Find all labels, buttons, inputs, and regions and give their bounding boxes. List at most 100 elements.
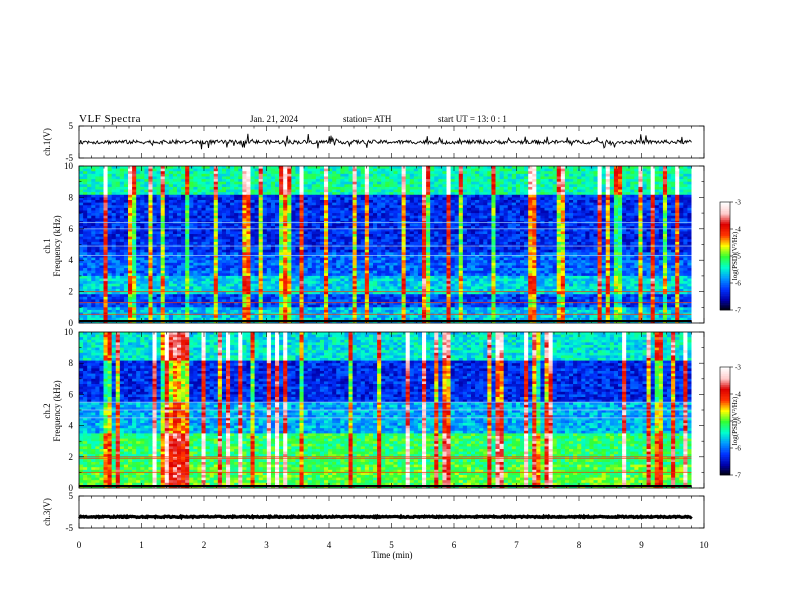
spectrogram-cell — [654, 223, 660, 227]
spectrogram-cell — [589, 249, 594, 253]
spectrogram-cell — [679, 184, 684, 188]
spectrogram-cell — [279, 194, 284, 198]
spectrogram-cell — [552, 197, 558, 201]
spectrogram-cell — [569, 241, 574, 245]
spectrogram-cell — [140, 231, 145, 235]
spectrogram-cell — [385, 176, 390, 180]
spectrogram-cell — [348, 205, 353, 209]
spectrogram-cell — [87, 234, 92, 238]
spectrogram-cell — [667, 223, 672, 227]
spectrogram-cell — [438, 168, 443, 172]
spectrogram-cell — [471, 192, 476, 196]
spectrogram-cell — [511, 247, 517, 251]
spectrogram-cell — [132, 239, 137, 243]
spectrogram-cell — [201, 239, 206, 243]
spectrogram-cell — [291, 166, 296, 170]
spectrogram-cell — [328, 184, 333, 188]
spectrogram-cell — [475, 231, 480, 235]
spectrogram-cell — [605, 249, 611, 253]
spectrogram-cell — [520, 247, 525, 251]
spectrogram-cell — [642, 231, 647, 235]
spectrogram-cell — [164, 202, 170, 206]
spectrogram-cell — [605, 197, 611, 201]
spectrogram-cell — [454, 226, 460, 230]
spectrogram-cell — [662, 228, 668, 232]
spectrogram-cell — [634, 210, 639, 214]
spectrogram-cell — [250, 236, 255, 240]
spectrogram-cell — [111, 236, 117, 240]
spectrogram-cell — [242, 205, 247, 209]
spectrogram-cell — [295, 236, 300, 240]
spectrogram-cell — [532, 166, 537, 170]
spectrogram-cell — [344, 231, 349, 235]
spectrogram-cell — [303, 192, 309, 196]
spectrogram-cell — [189, 215, 194, 219]
spectrogram-cell — [507, 249, 513, 253]
spectrogram-cell — [466, 189, 472, 193]
spectrogram-cell — [515, 184, 521, 188]
spectrogram-cell — [601, 197, 607, 201]
spectrogram-cell — [515, 192, 521, 196]
spectrogram-cell — [181, 218, 186, 222]
spectrogram-cell — [487, 194, 492, 198]
spectrogram-cell — [193, 186, 198, 190]
spectrogram-cell — [417, 247, 423, 251]
spectrogram-cell — [262, 184, 268, 188]
spectrogram-cell — [226, 239, 231, 243]
spectrogram-cell — [438, 234, 443, 238]
spectrogram-cell — [613, 218, 619, 222]
spectrogram-cell — [593, 200, 598, 204]
spectrogram-cell — [217, 202, 223, 206]
spectrogram-cell — [111, 241, 117, 245]
spectrogram-cell — [446, 192, 451, 196]
spectrogram-cell — [373, 166, 378, 170]
spectrogram-cell — [324, 213, 329, 217]
spectrogram-cell — [552, 213, 558, 217]
spectrogram-cell — [585, 241, 590, 245]
spectrogram-cell — [442, 205, 447, 209]
spectrogram-cell — [299, 181, 304, 185]
spectrogram-cell — [446, 168, 451, 172]
spectrogram-cell — [442, 231, 447, 235]
spectrogram-cell — [205, 205, 211, 209]
spectrogram-cell — [340, 184, 345, 188]
spectrogram-cell — [417, 205, 423, 209]
spectrogram-cell — [291, 202, 296, 206]
spectrogram-cell — [181, 166, 186, 170]
spectrogram-cell — [381, 234, 386, 238]
spectrogram-cell — [136, 241, 141, 245]
spectrogram-cell — [524, 223, 529, 227]
spectrogram-cell — [238, 234, 243, 238]
spectrogram-cell — [303, 207, 309, 211]
spectrogram-cell — [205, 181, 211, 185]
spectrogram-cell — [662, 205, 668, 209]
spectrogram-cell — [115, 202, 121, 206]
spectrogram-cell — [462, 231, 468, 235]
spectrogram-cell — [226, 194, 231, 198]
spectrogram-cell — [221, 252, 227, 256]
spectrogram-cell — [573, 194, 578, 198]
spectrogram-cell — [515, 239, 521, 243]
spectrogram-cell — [564, 184, 570, 188]
spectrogram-cell — [487, 176, 492, 180]
spectrogram-cell — [679, 241, 684, 245]
spectrogram-cell — [107, 234, 113, 238]
spectrogram-cell — [662, 202, 668, 206]
spectrogram-cell — [401, 171, 407, 175]
spectrogram-cell — [397, 247, 402, 251]
spectrogram-cell — [148, 249, 153, 253]
spectrogram-cell — [95, 192, 100, 196]
spectrogram-cell — [168, 234, 174, 238]
spectrogram-cell — [373, 223, 378, 227]
spectrogram-cell — [634, 176, 639, 180]
spectrogram-cell — [667, 181, 672, 185]
spectrogram-cell — [364, 171, 370, 175]
spectrogram-cell — [658, 200, 664, 204]
spectrogram-cell — [577, 247, 582, 251]
spectrogram-cell — [401, 173, 407, 177]
spectrogram-cell — [491, 166, 496, 170]
spectrogram-cell — [597, 249, 603, 253]
spectrogram-cell — [352, 226, 358, 230]
spectrogram-cell — [544, 186, 549, 190]
spectrogram-cell — [667, 231, 672, 235]
